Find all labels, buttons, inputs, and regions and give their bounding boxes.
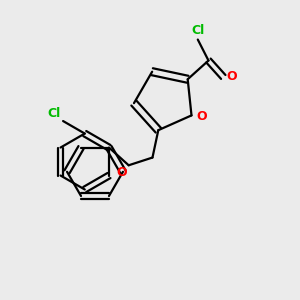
Text: O: O — [196, 110, 206, 123]
Text: Cl: Cl — [47, 106, 61, 120]
Text: O: O — [227, 70, 237, 83]
Text: O: O — [117, 166, 127, 179]
Text: Cl: Cl — [191, 24, 204, 37]
